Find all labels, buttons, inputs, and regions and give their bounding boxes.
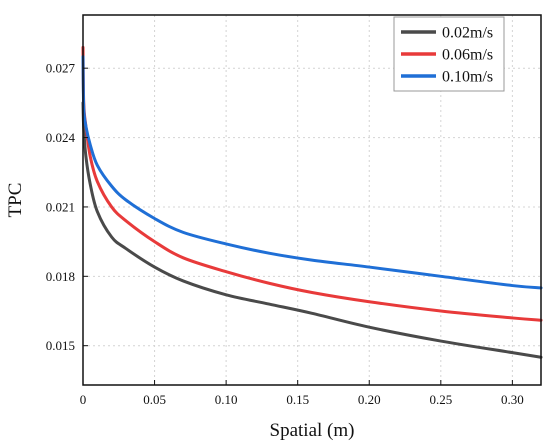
x-axis-label: Spatial (m) [270, 420, 355, 441]
x-tick-label: 0.10 [215, 392, 238, 407]
x-tick-label: 0.05 [143, 392, 166, 407]
series-line-1 [81, 101, 543, 359]
y-tick-label: 0.027 [46, 61, 76, 76]
y-tick-label: 0.018 [46, 269, 75, 284]
series-line-2 [81, 45, 543, 322]
x-tick-label: 0.15 [286, 392, 309, 407]
y-tick-label: 0.021 [46, 199, 75, 214]
legend: 0.02m/s 0.06m/s 0.10m/s [393, 16, 505, 92]
legend-label: 0.06m/s [442, 47, 493, 64]
legend-label: 0.10m/s [442, 69, 493, 86]
x-tick-label: 0.20 [358, 392, 381, 407]
legend-label: 0.02m/s [442, 25, 493, 42]
x-tick-label: 0.30 [501, 392, 524, 407]
series-lines [81, 45, 543, 359]
plot-frame [82, 14, 542, 386]
axis-ticks: 0 0.05 0.10 0.15 0.20 0.25 0.30 0.015 0.018 0.021… [46, 61, 524, 407]
y-tick-label: 0.024 [46, 130, 76, 145]
x-tick-label: 0 [80, 392, 87, 407]
y-tick-label: 0.015 [46, 338, 75, 353]
series-line-3 [81, 55, 543, 290]
x-tick-label: 0.25 [429, 392, 452, 407]
y-axis-label: TPC [5, 183, 26, 218]
